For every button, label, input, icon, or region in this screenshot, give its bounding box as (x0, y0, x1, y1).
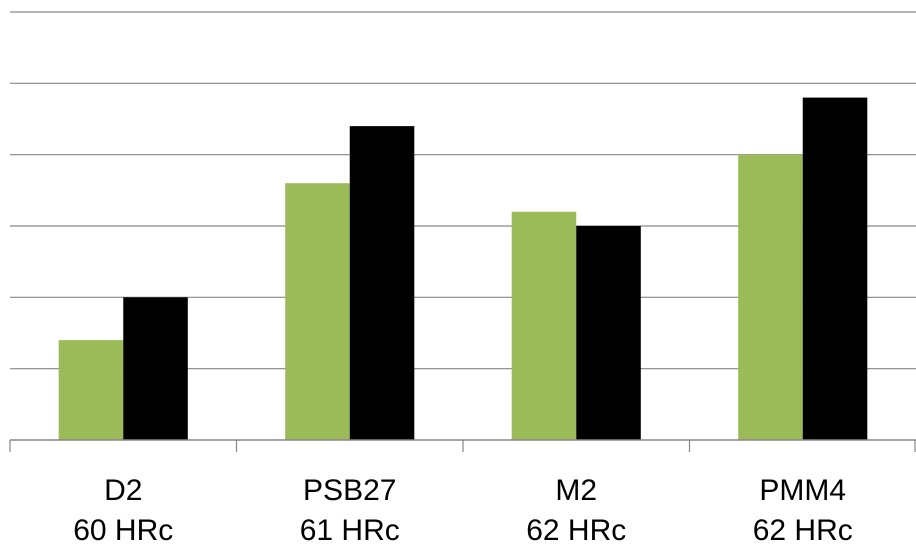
bar-m2-series-1 (511, 211, 577, 440)
bar-m2-series-2 (576, 226, 641, 440)
x-tick-label-hardness-psb27: 61 HRc (300, 514, 400, 544)
x-tick-label-d2: D2 (104, 474, 142, 507)
bar-psb27-series-2 (349, 126, 415, 440)
x-axis-labels: D2 60 HRc PSB27 61 HRc M2 62 HRc PMM4 62 HRc (73, 474, 853, 544)
x-axis-ticks (9, 440, 916, 452)
x-tick-label-m2: M2 (555, 474, 597, 507)
bar-d2-series-2 (123, 297, 188, 440)
bar-pmm4-series-1 (738, 154, 803, 440)
bar-d2-series-1 (58, 340, 124, 440)
x-tick-label-psb27: PSB27 (303, 474, 396, 507)
x-tick-label-hardness-d2: 60 HRc (73, 514, 173, 544)
bars (58, 97, 868, 440)
x-tick-label-pmm4: PMM4 (759, 474, 846, 507)
x-tick-label-hardness-m2: 62 HRc (526, 514, 626, 544)
bar-pmm4-series-2 (802, 97, 868, 440)
x-tick-label-hardness-pmm4: 62 HRc (753, 514, 853, 544)
bar-psb27-series-1 (285, 183, 350, 440)
